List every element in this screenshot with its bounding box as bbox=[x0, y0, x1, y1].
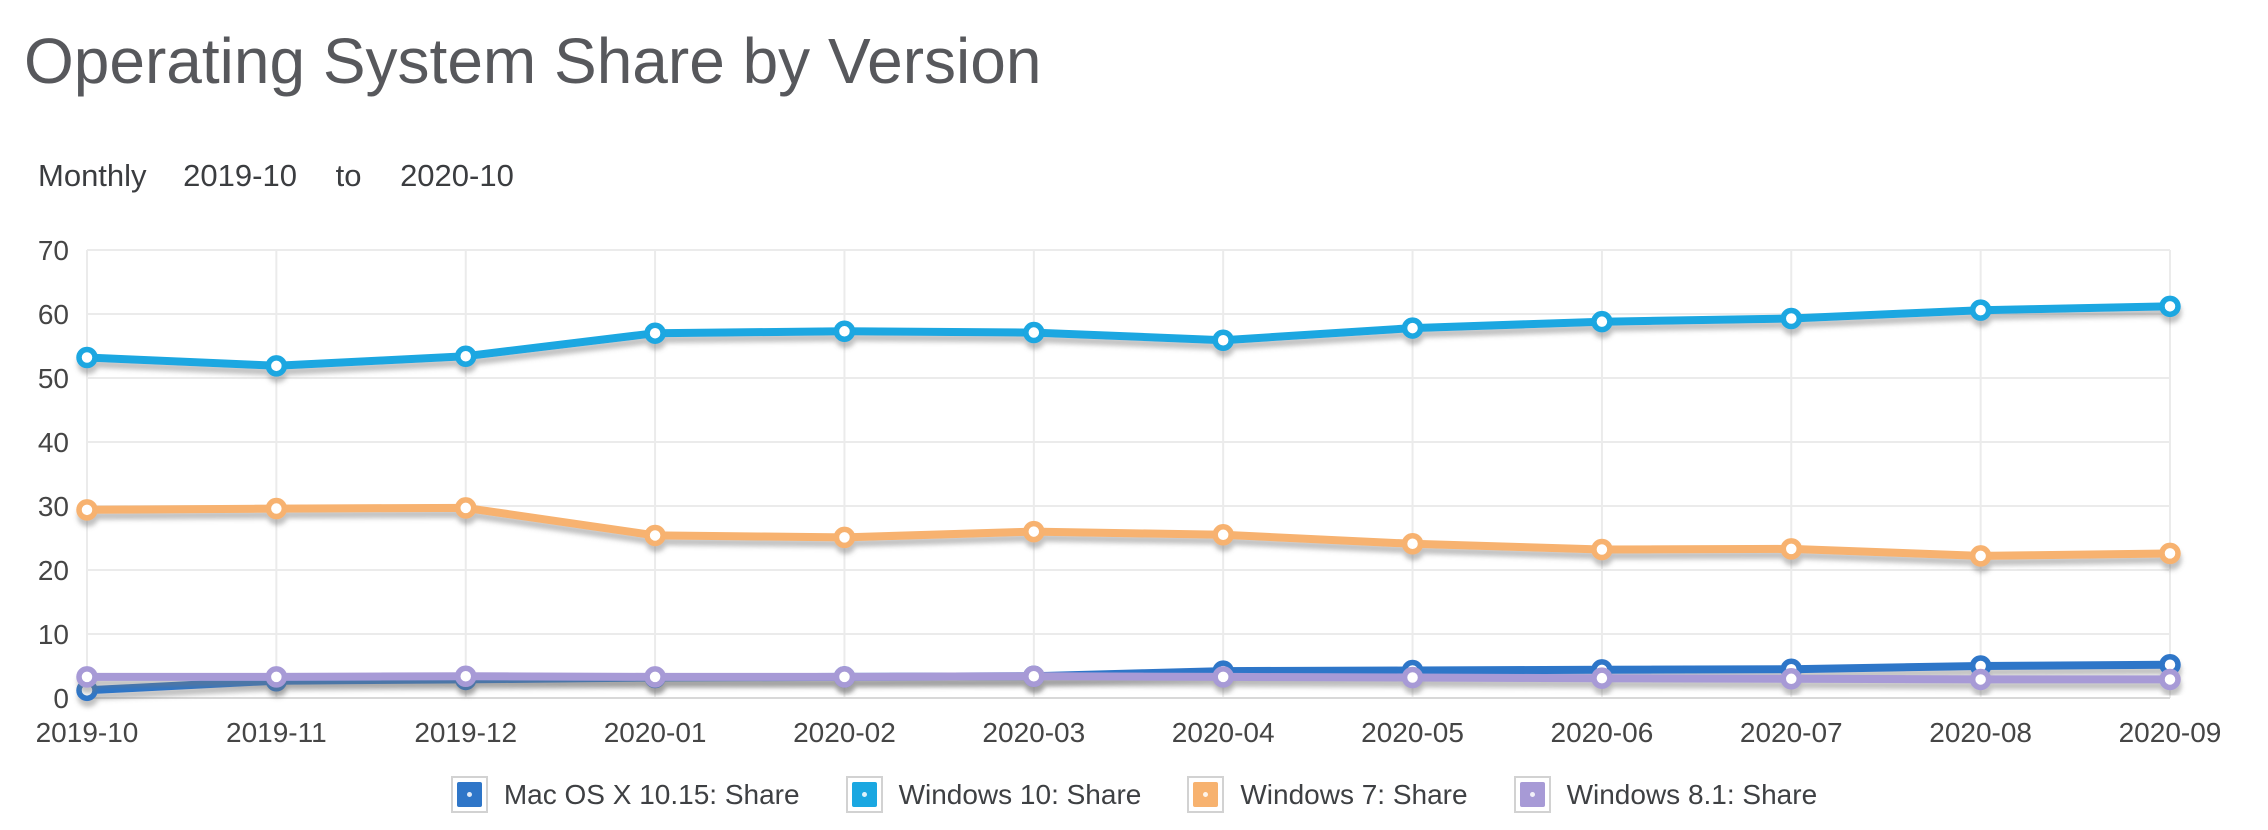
legend-marker-dot bbox=[861, 792, 867, 797]
legend-marker-dot bbox=[1203, 792, 1209, 797]
data-point[interactable] bbox=[76, 666, 98, 688]
data-point[interactable] bbox=[1591, 310, 1613, 333]
data-point[interactable] bbox=[1591, 538, 1613, 561]
chart-title: Operating System Share by Version bbox=[24, 25, 1042, 97]
data-point[interactable] bbox=[2159, 668, 2181, 691]
data-point[interactable] bbox=[1023, 321, 1045, 344]
data-point[interactable] bbox=[1023, 520, 1045, 543]
data-point[interactable] bbox=[265, 497, 288, 520]
data-point[interactable] bbox=[833, 666, 856, 688]
series-line bbox=[83, 503, 2174, 560]
y-tick-label: 50 bbox=[38, 363, 69, 394]
legend-swatch-frame bbox=[450, 776, 488, 813]
series-windows-8-1-share bbox=[76, 665, 2181, 691]
legend-color-swatch bbox=[851, 782, 877, 807]
x-axis-labels: 2019-10 2019-11 2019-12 2020-01 2020-02 2020-… bbox=[36, 717, 2222, 748]
data-point[interactable] bbox=[1401, 533, 1424, 555]
legend-swatch-frame bbox=[845, 776, 883, 813]
legend-marker-dot bbox=[466, 792, 472, 797]
range-start-value: 2019-10 bbox=[183, 158, 297, 193]
y-axis-labels: 0 10 20 30 40 50 60 70 bbox=[38, 235, 69, 714]
data-point[interactable] bbox=[1780, 538, 1803, 560]
legend-item-windows-10-share[interactable]: Windows 10: Share bbox=[845, 776, 1142, 813]
x-tick-label: 2020-06 bbox=[1551, 717, 1654, 748]
y-tick-label: 20 bbox=[38, 555, 69, 586]
data-point[interactable] bbox=[1969, 545, 1992, 567]
data-point[interactable] bbox=[454, 345, 477, 367]
x-tick-label: 2019-12 bbox=[414, 717, 517, 748]
x-tick-label: 2019-11 bbox=[226, 717, 327, 748]
granularity-label: Monthly bbox=[38, 158, 147, 193]
data-point[interactable] bbox=[1780, 307, 1803, 330]
data-point[interactable] bbox=[454, 497, 477, 519]
data-point[interactable] bbox=[1401, 666, 1424, 689]
legend-color-swatch bbox=[456, 782, 482, 807]
range-end-value: 2020-10 bbox=[400, 158, 514, 193]
series-windows-7-share bbox=[76, 497, 2181, 567]
x-tick-label: 2020-04 bbox=[1172, 717, 1275, 748]
data-point[interactable] bbox=[265, 355, 288, 377]
data-point[interactable] bbox=[644, 666, 666, 688]
legend-color-swatch bbox=[1519, 782, 1545, 807]
legend-label: Windows 8.1: Share bbox=[1566, 778, 1818, 810]
y-tick-label: 40 bbox=[38, 427, 69, 458]
data-point[interactable] bbox=[833, 526, 856, 549]
data-point[interactable] bbox=[1780, 668, 1803, 690]
y-tick-label: 0 bbox=[53, 683, 69, 714]
data-point[interactable] bbox=[76, 499, 98, 521]
y-tick-label: 70 bbox=[38, 235, 69, 266]
data-point[interactable] bbox=[1023, 665, 1045, 687]
y-tick-label: 30 bbox=[38, 491, 69, 522]
x-tick-label: 2020-03 bbox=[982, 717, 1085, 748]
data-point[interactable] bbox=[265, 666, 288, 688]
data-point[interactable] bbox=[2159, 542, 2181, 565]
legend-label: Mac OS X 10.15: Share bbox=[503, 778, 800, 810]
data-point[interactable] bbox=[1212, 329, 1234, 351]
x-tick-label: 2020-05 bbox=[1361, 717, 1464, 748]
x-tick-label: 2020-02 bbox=[793, 717, 896, 748]
data-point[interactable] bbox=[1401, 317, 1424, 339]
data-point[interactable] bbox=[454, 665, 477, 687]
data-point[interactable] bbox=[1969, 668, 1992, 691]
chart-legend: Mac OS X 10.15: Share Windows 10: Share Wi… bbox=[0, 776, 2268, 813]
legend-swatch-frame bbox=[1513, 776, 1551, 813]
data-point[interactable] bbox=[1212, 524, 1234, 546]
data-point[interactable] bbox=[76, 346, 98, 369]
range-joiner-label: to bbox=[335, 158, 362, 193]
series-windows-10-share bbox=[76, 295, 2181, 377]
y-tick-label: 10 bbox=[38, 619, 69, 650]
x-tick-label: 2020-08 bbox=[1929, 717, 2032, 748]
legend-label: Windows 10: Share bbox=[898, 778, 1142, 810]
data-point[interactable] bbox=[1969, 299, 1992, 321]
chart-subtitle: Monthly 2019-10 to 2020-10 bbox=[38, 158, 514, 194]
data-point[interactable] bbox=[644, 322, 666, 344]
legend-color-swatch bbox=[1193, 782, 1219, 807]
legend-label: Windows 7: Share bbox=[1240, 778, 1468, 810]
data-point[interactable] bbox=[833, 320, 856, 343]
legend-item-windows-7-share[interactable]: Windows 7: Share bbox=[1187, 776, 1468, 813]
x-tick-label: 2019-10 bbox=[36, 717, 139, 748]
data-point[interactable] bbox=[644, 524, 666, 547]
x-tick-label: 2020-01 bbox=[604, 717, 707, 748]
data-point[interactable] bbox=[2159, 295, 2181, 318]
series-line bbox=[83, 672, 2174, 684]
series-line bbox=[83, 302, 2174, 370]
legend-marker-dot bbox=[1529, 792, 1535, 797]
legend-item-windows-8-1-share[interactable]: Windows 8.1: Share bbox=[1513, 776, 1818, 813]
legend-item-mac-os-x-10-15-share[interactable]: Mac OS X 10.15: Share bbox=[450, 776, 800, 813]
data-point[interactable] bbox=[1591, 667, 1613, 689]
x-tick-label: 2020-09 bbox=[2119, 717, 2222, 748]
legend-swatch-frame bbox=[1187, 776, 1225, 813]
data-point[interactable] bbox=[1212, 666, 1234, 688]
y-tick-label: 60 bbox=[38, 299, 69, 330]
x-tick-label: 2020-07 bbox=[1740, 717, 1843, 748]
